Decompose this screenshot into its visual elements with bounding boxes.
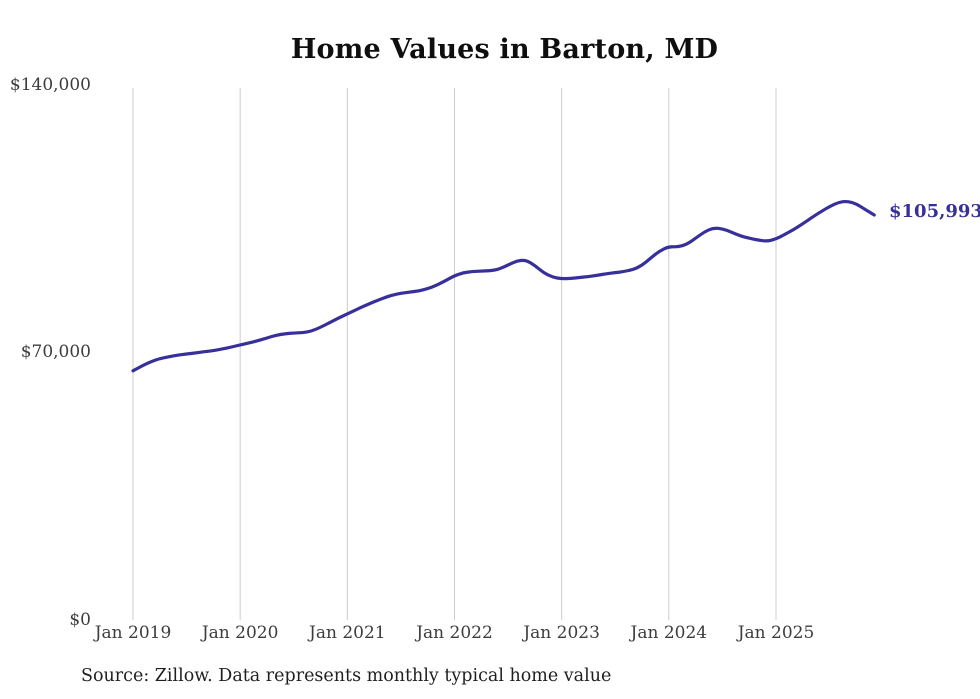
y-tick-label: $140,000 <box>9 74 91 95</box>
x-axis: Jan 2019 Jan 2020 Jan 2021 Jan 2022 Jan 2023… <box>0 623 980 647</box>
chart-title: Home Values in Barton, MD <box>290 34 719 65</box>
current-value-label: $105,993 <box>889 200 980 222</box>
x-tick-label: Jan 2025 <box>737 623 815 643</box>
home-value-line <box>131 199 876 373</box>
source-note: Source: Zillow. Data represents monthly … <box>81 666 612 686</box>
y-tick-label: $0 <box>69 609 91 630</box>
x-tick-label: Jan 2022 <box>416 623 493 643</box>
x-tick-label: Jan 2019 <box>94 623 172 643</box>
x-tick-label: Jan 2021 <box>309 623 386 643</box>
x-tick-label: Jan 2023 <box>523 623 600 643</box>
x-tick-label: Jan 2024 <box>630 623 708 643</box>
x-tick-label: Jan 2020 <box>201 623 279 643</box>
y-axis: $0 $70,000 $140,000 <box>0 0 120 699</box>
y-tick-label: $70,000 <box>20 342 91 362</box>
